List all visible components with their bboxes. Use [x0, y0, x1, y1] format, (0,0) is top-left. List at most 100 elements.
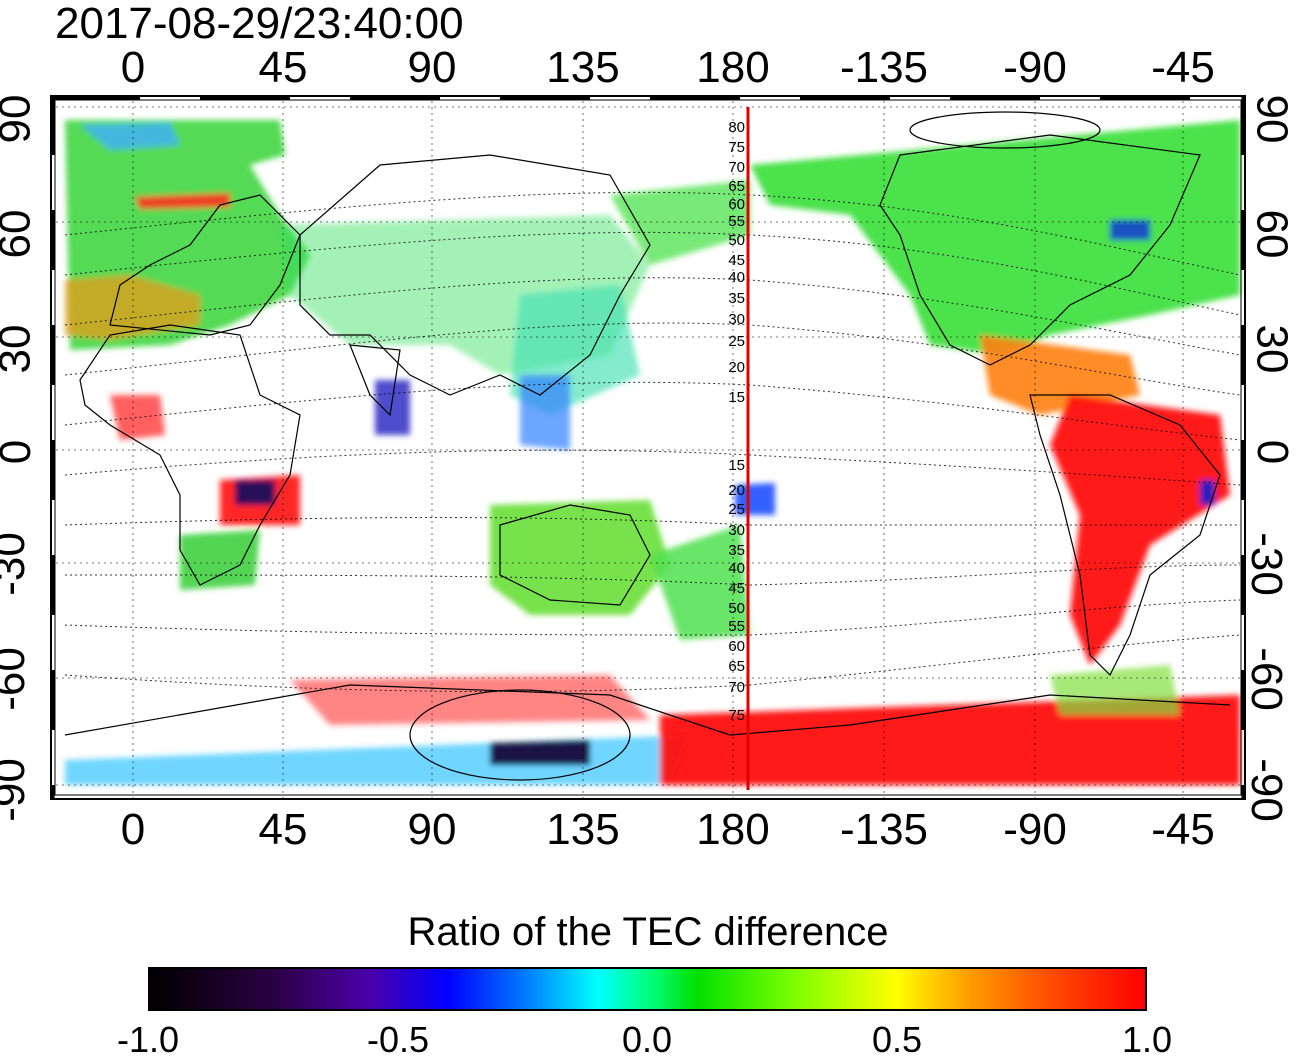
contour-label: 35 — [728, 542, 745, 559]
right-lat-tick: -30 — [1241, 532, 1291, 596]
contour-label: 70 — [728, 159, 745, 176]
contour-label: 30 — [728, 522, 745, 539]
left-lat-tick: 60 — [0, 209, 40, 259]
contour-label: 55 — [728, 618, 745, 635]
colorbar-label: 0.0 — [621, 1019, 673, 1060]
tec-map: 80 75 70 65 60 55 50 45 40 35 30 25 20 1… — [50, 95, 1246, 800]
coast-india — [349, 344, 401, 417]
contour-label: 50 — [728, 232, 745, 249]
data-region-australia — [490, 500, 670, 615]
colorbar-label: 0.5 — [871, 1019, 923, 1060]
data-region-sub-antarctic — [290, 675, 650, 725]
contour-label: 40 — [728, 269, 745, 286]
top-tick: 180 — [696, 43, 770, 92]
contour-label: 60 — [728, 196, 745, 213]
coast-antarctica — [64, 684, 1231, 736]
contour-label: 20 — [728, 359, 745, 376]
magnetic-contours — [64, 191, 1241, 693]
contour-label: 55 — [728, 213, 745, 230]
map-inner-border — [54, 99, 1242, 796]
bottom-tick: -135 — [839, 805, 929, 854]
contour-label: 25 — [728, 501, 745, 518]
bottom-tick: 45 — [258, 805, 308, 854]
data-region-indonesia — [520, 375, 570, 450]
data-region-antarctic-dark — [490, 740, 590, 765]
contour-label: 15 — [728, 389, 745, 406]
contour-label: 80 — [728, 119, 745, 136]
contour-label: 60 — [728, 638, 745, 655]
contour-label: 45 — [728, 580, 745, 597]
right-lat-tick: 90 — [1247, 94, 1296, 144]
colorbar-label: 1.0 — [1121, 1019, 1173, 1060]
data-region-west-africa — [110, 395, 165, 440]
left-lat-tick: -60 — [0, 647, 34, 711]
left-lat-tick: 90 — [0, 94, 40, 144]
bottom-tick: 90 — [407, 805, 457, 854]
top-tick: 135 — [546, 43, 620, 92]
right-lat-tick: -60 — [1241, 647, 1291, 711]
bottom-tick: -90 — [1003, 805, 1067, 854]
timestamp: 2017-08-29/23:40:00 — [55, 0, 464, 48]
data-region-europe-warm — [65, 275, 200, 340]
colorbar-label: -1.0 — [116, 1019, 180, 1060]
data-region-africa-dark — [235, 480, 275, 505]
contour-label: 15 — [728, 457, 745, 474]
contour-label: 65 — [728, 178, 745, 195]
right-lat-tick: 30 — [1247, 324, 1296, 374]
data-region-south-america — [1050, 395, 1230, 665]
bottom-tick: 135 — [546, 805, 620, 854]
data-region-pacific-blue — [735, 483, 775, 515]
contour-label: 20 — [728, 482, 745, 499]
bottom-tick: 180 — [696, 805, 770, 854]
contour-ellipse-north — [909, 111, 1101, 149]
right-lat-tick: 0 — [1248, 439, 1296, 465]
graticule — [50, 95, 1246, 800]
top-tick: 45 — [258, 43, 308, 92]
colorbar-label: -0.5 — [366, 1019, 430, 1060]
data-region-canada-blue — [1110, 220, 1150, 240]
colorbar-title: Ratio of the TEC difference — [407, 910, 889, 954]
left-lat-tick: 30 — [0, 324, 40, 374]
coast-africa — [79, 324, 301, 586]
left-lat-tick: -90 — [0, 758, 34, 822]
coast-asia — [299, 154, 651, 396]
right-lat-tick: -90 — [1241, 758, 1291, 822]
data-region-india-blue — [375, 380, 410, 435]
coast-europe — [109, 194, 301, 336]
contour-label: 25 — [728, 333, 745, 350]
contour-ellipse-south — [409, 689, 631, 781]
contour-label: 30 — [728, 311, 745, 328]
contour-label: 75 — [728, 139, 745, 156]
bottom-tick: -45 — [1151, 805, 1215, 854]
top-tick: -135 — [839, 43, 929, 92]
top-tick: -45 — [1151, 43, 1215, 92]
coast-south-america — [1029, 394, 1221, 677]
top-tick: -90 — [1003, 43, 1067, 92]
data-region-siberia — [610, 180, 750, 265]
colorbar — [148, 967, 1147, 1011]
coast-north-america — [879, 134, 1201, 366]
contour-label: 35 — [728, 290, 745, 307]
contour-label: 70 — [728, 679, 745, 696]
top-tick: 90 — [407, 43, 457, 92]
contour-label: 45 — [728, 252, 745, 269]
data-region-north-america — [750, 120, 1240, 355]
contour-label: 50 — [728, 600, 745, 617]
contour-label: 40 — [728, 560, 745, 577]
bottom-tick: 0 — [120, 805, 146, 854]
left-lat-tick: -30 — [0, 532, 34, 596]
left-lat-tick: 0 — [0, 440, 40, 464]
data-region-south-africa — [180, 530, 260, 590]
data-region-south-atlantic — [1050, 665, 1180, 715]
contour-labels: 80 75 70 65 60 55 50 45 40 35 30 25 20 1… — [728, 119, 745, 724]
data-region-arctic-red — [135, 193, 230, 209]
data-region-brazil-blue — [1200, 480, 1215, 505]
contour-label: 75 — [728, 707, 745, 724]
contour-label: 65 — [728, 658, 745, 675]
coast-australia — [499, 504, 651, 606]
right-lat-tick: 60 — [1247, 209, 1296, 259]
data-region-arctic-blue — [80, 123, 180, 150]
coastlines — [64, 111, 1231, 781]
data-region-antarctic-red — [660, 695, 1240, 785]
top-tick: 0 — [120, 43, 146, 92]
